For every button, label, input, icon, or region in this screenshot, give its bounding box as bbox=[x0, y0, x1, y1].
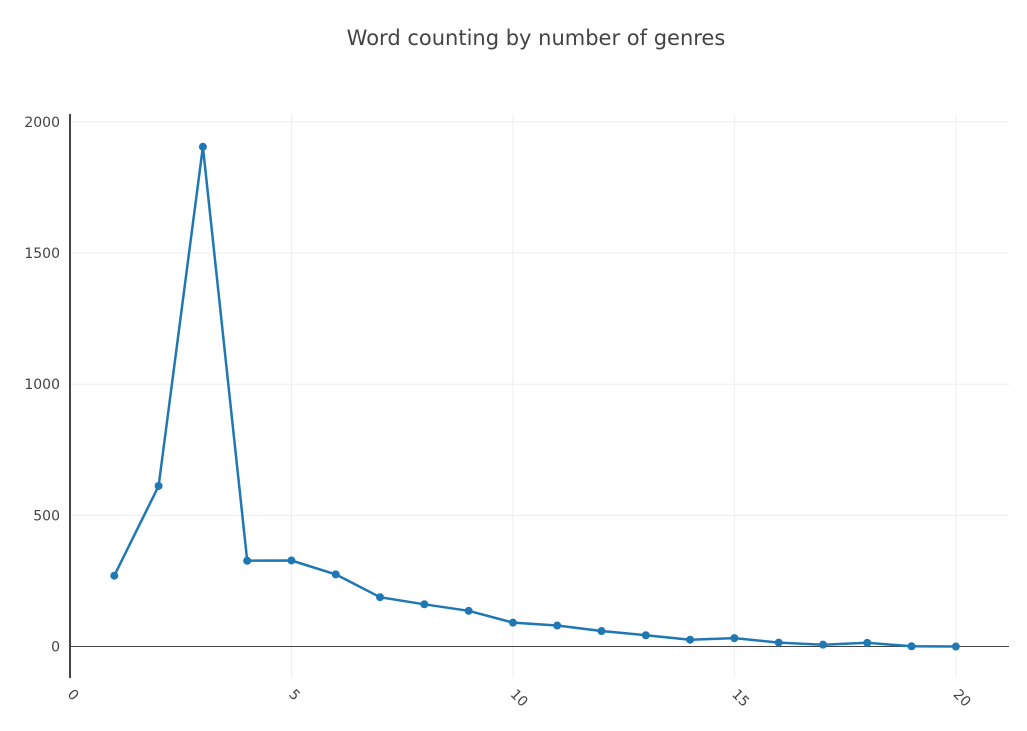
data-point bbox=[243, 556, 252, 565]
x-tick-label: 0 bbox=[64, 686, 82, 704]
x-tick-label: 20 bbox=[950, 686, 974, 710]
data-point bbox=[686, 635, 695, 644]
y-tick-label: 500 bbox=[33, 508, 60, 524]
x-tick-label: 15 bbox=[728, 686, 752, 710]
y-tick-label: 0 bbox=[51, 640, 60, 656]
series-line bbox=[113, 145, 956, 648]
x-tick-label: 10 bbox=[507, 686, 531, 710]
data-point bbox=[951, 642, 960, 651]
data-point bbox=[508, 618, 517, 627]
data-point bbox=[553, 621, 562, 630]
series-layer bbox=[110, 142, 960, 651]
gridlines bbox=[70, 114, 1009, 678]
data-point bbox=[863, 638, 872, 647]
data-point bbox=[907, 642, 916, 651]
data-point bbox=[198, 142, 207, 151]
data-point bbox=[774, 638, 783, 647]
data-point bbox=[818, 640, 827, 649]
data-point bbox=[464, 606, 473, 615]
data-point bbox=[287, 556, 296, 565]
x-tick-label: 5 bbox=[285, 686, 303, 704]
chart-title: Word counting by number of genres bbox=[347, 26, 726, 50]
data-point bbox=[597, 627, 606, 636]
data-point bbox=[730, 634, 739, 643]
y-tick-label: 1500 bbox=[24, 246, 60, 262]
tick-labels: 0 5 10 15 20 0 500 1000 1500 2000 bbox=[24, 115, 973, 711]
data-point bbox=[154, 481, 163, 490]
data-point bbox=[331, 570, 340, 579]
data-point bbox=[420, 600, 429, 609]
y-tick-label: 2000 bbox=[24, 115, 60, 131]
data-point bbox=[110, 571, 119, 580]
y-tick-label: 1000 bbox=[24, 377, 60, 393]
data-point bbox=[376, 593, 385, 602]
data-point bbox=[641, 631, 650, 640]
